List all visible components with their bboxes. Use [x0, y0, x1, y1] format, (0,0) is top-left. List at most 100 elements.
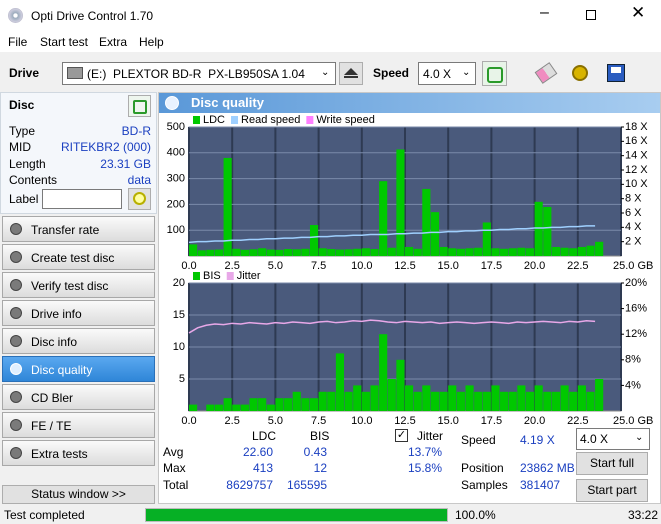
nav-icon: [10, 335, 22, 347]
status-window-button[interactable]: Status window >>: [2, 485, 155, 504]
erase-button[interactable]: [533, 62, 558, 84]
nav-button[interactable]: Verify test disc: [2, 272, 155, 298]
drive-icon: [67, 67, 83, 79]
panel-title: Disc quality: [191, 95, 264, 110]
nav-label: Create test disc: [31, 251, 115, 265]
stats-value: 22.60: [242, 445, 273, 459]
menu-bar: [0, 31, 661, 52]
start-part-button[interactable]: Start part: [576, 479, 648, 502]
nav-label: CD Bler: [31, 391, 74, 405]
dropdown-arrow: ⌄: [321, 67, 330, 78]
menu-item[interactable]: Extra: [99, 35, 128, 49]
nav-label: Verify test disc: [31, 279, 109, 293]
disc-key: Length: [9, 157, 46, 171]
stats-value: 165595: [286, 478, 327, 492]
info-value: 4.19 X: [520, 433, 555, 447]
panel-header: [159, 93, 660, 113]
progress-track: [145, 508, 448, 522]
label-button[interactable]: [128, 188, 151, 210]
info-label: Speed: [461, 433, 496, 447]
stats-row-label: Max: [163, 461, 186, 475]
disc-key: Contents: [9, 173, 58, 187]
menu-item[interactable]: File: [8, 35, 28, 49]
disc-value: data: [127, 173, 151, 187]
elapsed-time: 33:22: [628, 508, 659, 522]
nav-label: Extra tests: [31, 447, 88, 461]
stats-row-label: Total: [163, 478, 189, 492]
nav-button[interactable]: FE / TE: [2, 412, 155, 438]
nav-button[interactable]: Transfer rate: [2, 216, 155, 242]
info-value: 23862 MB: [520, 461, 575, 475]
info-label: Samples: [461, 478, 508, 492]
nav-label: Disc quality: [31, 363, 93, 377]
label-key: Label: [9, 192, 39, 206]
stats-value: 15.8%: [407, 461, 442, 475]
nav-icon: [10, 391, 22, 403]
start-full-button[interactable]: Start full: [576, 452, 648, 475]
disc-title: Disc: [9, 98, 35, 112]
nav-button[interactable]: Drive info: [2, 300, 155, 326]
jitter-label: Jitter: [417, 429, 444, 443]
jitter-checkbox[interactable]: ✓: [395, 429, 408, 442]
minimize-button[interactable]: –: [540, 4, 549, 21]
stats-value: 8629757: [226, 478, 273, 492]
disc-value: RITEKBR2 (000): [60, 140, 151, 154]
status-text: Test completed: [4, 508, 85, 522]
nav-button[interactable]: Disc quality: [2, 356, 155, 382]
stats-value: 413: [252, 461, 273, 475]
nav-icon: [10, 419, 22, 431]
title-bar: [0, 0, 661, 31]
drive-name: (E:) PLEXTOR BD-R PX-LB950SA 1.04: [87, 67, 305, 81]
refresh-button[interactable]: [482, 61, 507, 86]
nav-button[interactable]: Create test disc: [2, 244, 155, 270]
disc-refresh[interactable]: [128, 95, 151, 117]
nav-label: Disc info: [31, 335, 78, 349]
progress-fill: [146, 509, 447, 521]
disc-value: BD-R: [121, 124, 151, 138]
menu-item[interactable]: Help: [139, 35, 164, 49]
label-input[interactable]: [42, 189, 122, 209]
stats-value: 13.7%: [407, 445, 442, 459]
nav-label: Transfer rate: [31, 223, 100, 237]
stats-value: 12: [313, 461, 327, 475]
disc-value: 23.31 GB: [100, 157, 151, 171]
panel-icon: [165, 96, 179, 110]
app-icon: [8, 8, 23, 23]
nav-button[interactable]: CD Bler: [2, 384, 155, 410]
progress-label: 100.0%: [455, 508, 496, 522]
nav-button[interactable]: Extra tests: [2, 440, 155, 466]
test-speed-value: 4.0 X: [580, 432, 609, 446]
nav-icon: [10, 363, 22, 375]
window-title: Opti Drive Control 1.70: [31, 9, 154, 23]
nav-icon: [10, 223, 22, 235]
disc-key: Type: [9, 124, 36, 138]
nav-button[interactable]: Disc info: [2, 328, 155, 354]
nav-icon: [10, 447, 22, 459]
disc-key: MID: [9, 140, 31, 154]
nav-label: FE / TE: [31, 419, 72, 433]
save-button[interactable]: [605, 62, 627, 84]
info-value: 381407: [520, 478, 561, 492]
stats-header: LDC: [252, 429, 277, 443]
maximize-button[interactable]: [586, 10, 596, 20]
test-speed-select[interactable]: [576, 428, 650, 450]
nav-icon: [10, 279, 22, 291]
stats-value: 0.43: [303, 445, 327, 459]
info-label: Position: [461, 461, 504, 475]
speed-value: 4.0 X: [423, 67, 452, 81]
drive-select[interactable]: [62, 62, 336, 85]
nav-label: Drive info: [31, 307, 82, 321]
eject-button[interactable]: [339, 62, 363, 85]
settings-button[interactable]: [569, 62, 593, 84]
drive-label: Drive: [9, 66, 40, 80]
stats-row-label: Avg: [163, 445, 184, 459]
close-button[interactable]: ✕: [631, 3, 646, 22]
speed-select[interactable]: [418, 62, 476, 85]
menu-item[interactable]: Start test: [40, 35, 89, 49]
stats-header: BIS: [310, 429, 330, 443]
dropdown-arrow: ⌄: [635, 432, 644, 443]
nav-icon: [10, 307, 22, 319]
speed-label: Speed: [373, 66, 410, 80]
nav-icon: [10, 251, 22, 263]
